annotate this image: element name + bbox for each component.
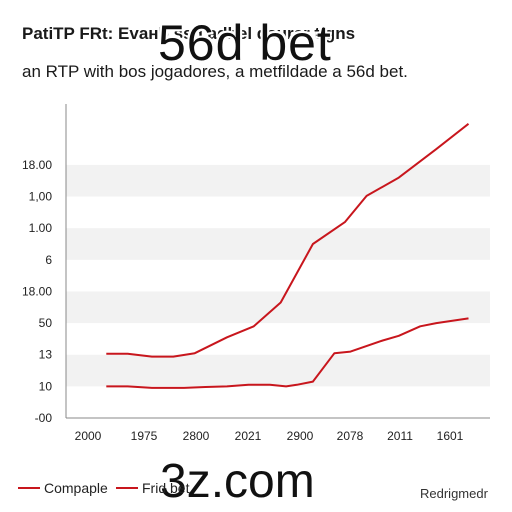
y-tick-label: 10 [39, 379, 53, 393]
grid-band [66, 228, 490, 260]
series-lines [106, 123, 470, 389]
y-tick-label: 1,00 [29, 190, 53, 204]
series-line-compaple [106, 123, 470, 358]
chart-subtitle: an RTP with bos jogadores, a metfildade … [22, 62, 408, 81]
chart-title: PatiTP FRt: Evaнb ssd adltel qaurer tign… [22, 24, 356, 43]
y-tick-label: 18.00 [22, 284, 52, 298]
legend-label-compaple: Compaple [44, 480, 108, 496]
legend-swatch-frid-bet [116, 487, 138, 489]
x-tick-label: 1601 [437, 429, 464, 443]
grid-band [66, 354, 490, 387]
legend-label-frid-bet: Frid bet [142, 480, 190, 496]
y-tick-label: -00 [35, 411, 53, 425]
footer-note: Redrigmedr [420, 486, 488, 501]
watermark-top: 56d bet [158, 15, 332, 71]
x-tick-label: 1975 [131, 429, 158, 443]
chart-axes [65, 104, 490, 419]
grid-band [66, 291, 490, 324]
x-tick-label: 2000 [75, 429, 102, 443]
x-tick-label: 2078 [337, 429, 364, 443]
watermark-bottom: 3z.com [160, 455, 315, 508]
grid-band [66, 164, 490, 197]
x-tick-label: 2900 [287, 429, 314, 443]
x-tick-label: 2011 [387, 429, 413, 443]
grid-bands [66, 164, 490, 387]
legend-item-frid-bet: Frid bet [116, 480, 189, 496]
y-tick-label: 50 [39, 316, 53, 330]
legend-item-compaple: Compaple [18, 480, 108, 496]
y-tick-labels: -00 10 13 50 18.00 6 1.00 1,00 18.00 [22, 158, 52, 425]
y-tick-label: 6 [45, 253, 52, 267]
series-line-frid-bet [106, 317, 469, 389]
x-tick-label: 2800 [183, 429, 210, 443]
y-tick-label: 1.00 [29, 221, 53, 235]
x-tick-labels: 2000 1975 2800 2021 2900 2078 2011 1601 [75, 429, 464, 443]
x-tick-label: 2021 [235, 429, 262, 443]
y-tick-label: 13 [39, 348, 53, 362]
y-tick-label: 18.00 [22, 158, 52, 172]
legend-swatch-compaple [18, 487, 40, 489]
